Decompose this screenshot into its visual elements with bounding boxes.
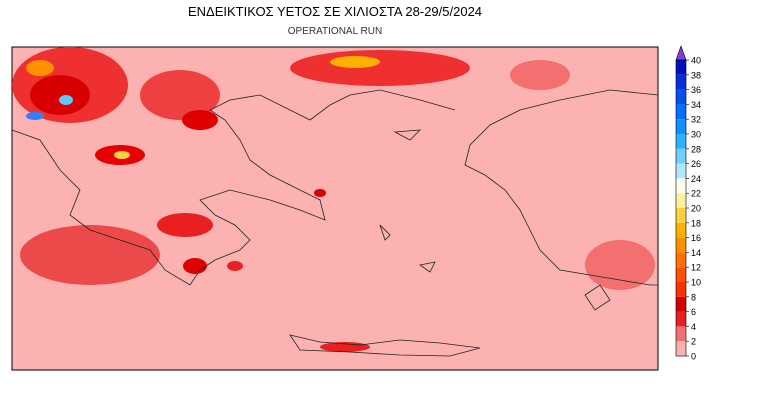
colorbar-segment [676,104,686,120]
colorbar-tick-label: 40 [691,56,701,66]
rain-area [330,56,380,68]
colorbar-segment [676,148,686,164]
colorbar-tick-label: 34 [691,100,701,110]
rain-area [157,213,213,237]
colorbar-tick-label: 20 [691,204,701,214]
rain-area [182,110,218,130]
colorbar-tick-label: 0 [691,352,696,362]
colorbar-tick-label: 30 [691,130,701,140]
colorbar-tick-label: 32 [691,115,701,125]
rain-area [183,258,207,274]
rain-area [290,50,470,86]
rain-area [114,151,130,159]
colorbar-tick-label: 28 [691,144,701,154]
colorbar-tick-label: 12 [691,263,701,273]
colorbar-segment [676,89,686,105]
colorbar-tick-label: 2 [691,337,696,347]
colorbar-segment [676,60,686,75]
rain-area [585,240,655,290]
coastline [11,89,456,286]
colorbar-segment [676,326,686,342]
colorbar-segment [676,267,686,282]
islands [379,129,436,273]
colorbar-tick-label: 18 [691,218,701,228]
colorbar-extension [675,45,687,61]
colorbar-segment [676,208,686,223]
colorbar-segment [676,341,686,356]
colorbar-tick-label: 24 [691,174,701,184]
colorbar-segment [676,237,686,253]
colorbar-segment [676,193,686,208]
subtitle: OPERATIONAL RUN [288,26,382,37]
colorbar-segment [676,282,686,297]
rain-area [20,225,160,285]
rain-area [227,261,243,271]
colorbar-tick-label: 26 [691,159,701,169]
rain-area [59,95,73,105]
colorbar-segment [676,119,686,134]
colorbar-tick-label: 36 [691,85,701,95]
colorbar-tick-label: 14 [691,248,701,258]
rain-area [30,75,90,115]
colorbar-segment [676,178,686,194]
colorbar-tick-label: 8 [691,292,696,302]
colorbar-tick-label: 16 [691,233,701,243]
title: ΕΝΔΕΙΚΤΙΚΟΣ ΥΕΤΟΣ ΣΕ ΧΙΛΙΟΣΤΑ 28-29/5/20… [188,4,482,19]
colorbar-segment [676,252,686,268]
rain-area [26,60,54,76]
rain-area [510,60,570,90]
colorbar-segment [676,296,686,312]
colorbar-tick-label: 22 [691,189,701,199]
colorbar-tick-label: 10 [691,278,701,288]
colorbar-segment [676,311,686,327]
colorbar-segment [676,134,686,149]
rain-area [26,112,44,120]
colorbar-segment [676,222,686,238]
colorbar-segment [676,163,686,179]
rain-area [140,70,220,120]
crete [289,334,481,357]
rhodes [584,284,611,311]
rain-area [314,189,326,197]
colorbar-tick-label: 4 [691,322,696,332]
colorbar-tick-label: 38 [691,70,701,80]
map [11,46,659,371]
colorbar-tick-label: 6 [691,307,696,317]
colorbar-segment [676,74,686,90]
coastline [464,89,659,286]
